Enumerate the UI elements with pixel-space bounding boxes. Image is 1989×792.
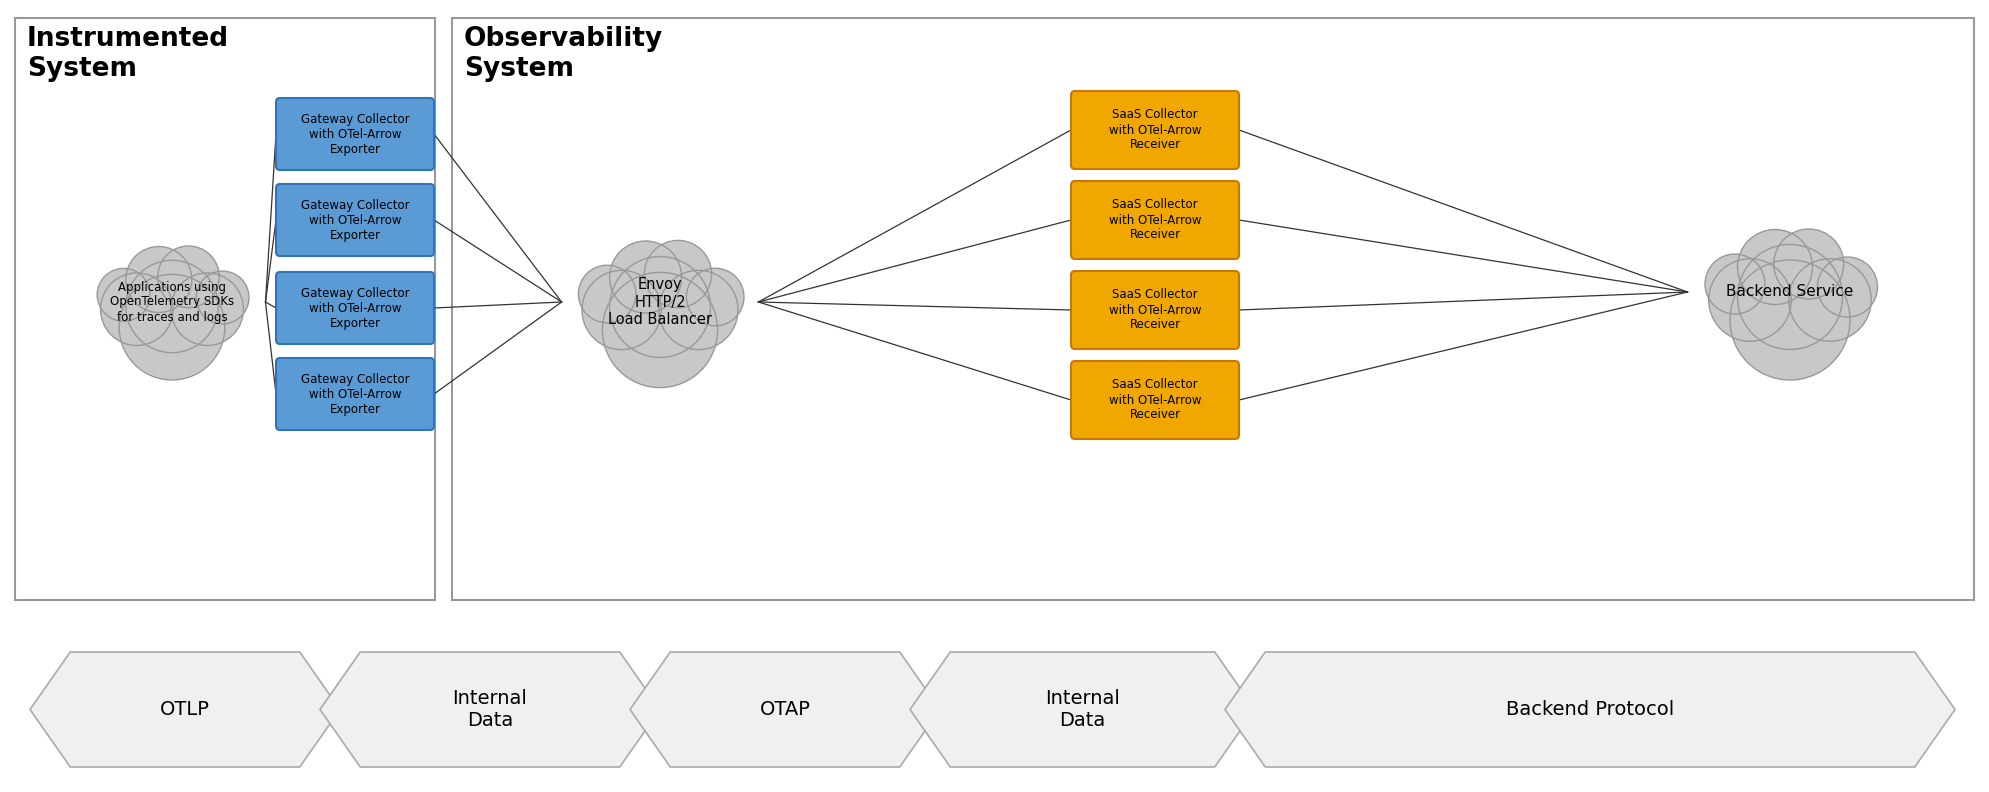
- Text: Envoy
HTTP/2
Load Balancer: Envoy HTTP/2 Load Balancer: [609, 277, 712, 327]
- Text: Internal
Data: Internal Data: [453, 689, 527, 730]
- Text: SaaS Collector
with OTel-Arrow
Receiver: SaaS Collector with OTel-Arrow Receiver: [1108, 288, 1201, 332]
- Circle shape: [603, 272, 718, 387]
- Circle shape: [1738, 230, 1812, 304]
- Circle shape: [1738, 245, 1842, 349]
- Circle shape: [197, 271, 249, 324]
- Text: SaaS Collector
with OTel-Arrow
Receiver: SaaS Collector with OTel-Arrow Receiver: [1108, 109, 1201, 151]
- Text: OTLP: OTLP: [159, 700, 211, 719]
- Polygon shape: [631, 652, 941, 767]
- Circle shape: [101, 273, 173, 345]
- Circle shape: [686, 268, 744, 326]
- FancyBboxPatch shape: [1070, 181, 1239, 259]
- Circle shape: [658, 270, 738, 349]
- Circle shape: [1705, 254, 1764, 314]
- Circle shape: [171, 273, 243, 345]
- FancyBboxPatch shape: [1070, 361, 1239, 439]
- Circle shape: [125, 261, 219, 352]
- Circle shape: [1788, 259, 1872, 341]
- Text: SaaS Collector
with OTel-Arrow
Receiver: SaaS Collector with OTel-Arrow Receiver: [1108, 379, 1201, 421]
- Polygon shape: [911, 652, 1255, 767]
- Circle shape: [1730, 260, 1850, 380]
- FancyBboxPatch shape: [276, 358, 434, 430]
- Text: Gateway Collector
with OTel-Arrow
Exporter: Gateway Collector with OTel-Arrow Export…: [300, 287, 410, 329]
- Circle shape: [1774, 229, 1844, 299]
- FancyBboxPatch shape: [276, 184, 434, 256]
- Text: Internal
Data: Internal Data: [1044, 689, 1120, 730]
- Text: Instrumented
System: Instrumented System: [28, 26, 229, 82]
- Polygon shape: [1225, 652, 1955, 767]
- FancyBboxPatch shape: [276, 98, 434, 170]
- Text: Gateway Collector
with OTel-Arrow
Exporter: Gateway Collector with OTel-Arrow Export…: [300, 372, 410, 416]
- Text: Gateway Collector
with OTel-Arrow
Exporter: Gateway Collector with OTel-Arrow Export…: [300, 112, 410, 155]
- Polygon shape: [30, 652, 340, 767]
- Text: Applications using
OpenTelemetry SDKs
for traces and logs: Applications using OpenTelemetry SDKs fo…: [109, 280, 235, 323]
- Text: Backend Protocol: Backend Protocol: [1506, 700, 1675, 719]
- Text: Gateway Collector
with OTel-Arrow
Exporter: Gateway Collector with OTel-Arrow Export…: [300, 199, 410, 242]
- Circle shape: [644, 241, 712, 307]
- FancyBboxPatch shape: [16, 18, 436, 600]
- Circle shape: [583, 270, 660, 349]
- FancyBboxPatch shape: [1070, 91, 1239, 169]
- Circle shape: [1818, 257, 1878, 317]
- Circle shape: [157, 246, 219, 307]
- FancyBboxPatch shape: [1070, 271, 1239, 349]
- Text: Backend Service: Backend Service: [1726, 284, 1854, 299]
- FancyBboxPatch shape: [452, 18, 1973, 600]
- Circle shape: [1709, 259, 1792, 341]
- Circle shape: [609, 241, 682, 313]
- Circle shape: [579, 265, 636, 323]
- Polygon shape: [320, 652, 660, 767]
- FancyBboxPatch shape: [276, 272, 434, 344]
- Circle shape: [125, 246, 191, 313]
- Text: Observability
System: Observability System: [463, 26, 662, 82]
- Text: SaaS Collector
with OTel-Arrow
Receiver: SaaS Collector with OTel-Arrow Receiver: [1108, 199, 1201, 242]
- Text: OTAP: OTAP: [760, 700, 810, 719]
- Circle shape: [609, 257, 710, 357]
- Circle shape: [119, 274, 225, 380]
- Circle shape: [97, 268, 149, 322]
